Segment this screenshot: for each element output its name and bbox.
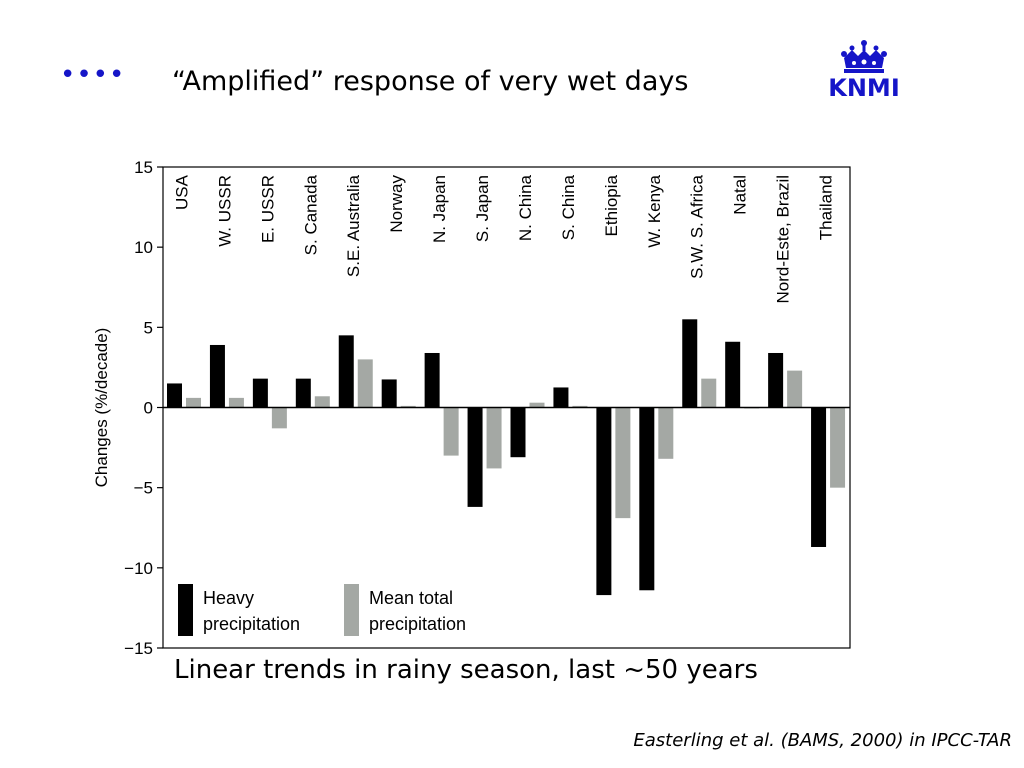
legend-label-line2: precipitation [369,614,466,634]
bar-mean [830,407,846,488]
knmi-logo: KNMI [822,38,906,104]
bullet-dots: •••• [60,60,126,90]
category-label: USA [172,174,191,210]
bar-mean [787,370,803,408]
bar-heavy [639,407,655,591]
bar-heavy [338,335,354,408]
bar-mean [658,407,674,459]
crown-icon [841,40,887,73]
legend-swatch-mean [344,584,359,636]
bar-mean [228,397,244,408]
y-tick-label: 10 [134,238,153,257]
slide-title: “Amplified” response of very wet days [172,66,689,97]
category-label: S. Canada [301,174,320,255]
category-label: Thailand [817,175,836,240]
bar-mean [443,407,459,456]
category-label: S.W. S. Africa [688,174,707,278]
bar-heavy [596,407,612,596]
category-label: S. China [559,174,578,240]
category-label: Norway [387,175,406,233]
y-tick-label: −5 [134,479,153,498]
bar-heavy [553,387,569,408]
bar-mean [701,378,717,408]
y-tick-label: 15 [134,158,153,177]
legend-label-line1: Mean total [369,588,453,608]
y-tick-label: 0 [144,399,153,418]
category-label: N. China [516,174,535,241]
bar-heavy [424,352,440,408]
bar-mean [572,405,588,408]
y-tick-label: −10 [124,559,153,578]
y-tick-label: −15 [124,639,153,658]
category-label: N. Japan [430,175,449,243]
category-label: W. Kenya [645,174,664,247]
bar-heavy [381,379,397,408]
bar-mean [271,407,287,429]
bar-mean [529,402,545,408]
legend-label-line2: precipitation [203,614,300,634]
bar-mean [400,405,416,408]
bar-heavy [295,378,311,408]
bar-heavy [510,407,526,458]
bar-heavy [252,378,268,408]
category-label: Natal [731,175,750,215]
legend-swatch-heavy [178,584,193,636]
category-label: S. Japan [473,175,492,242]
bar-heavy [467,407,483,507]
bar-mean [314,396,330,408]
bar-heavy [682,319,698,408]
logo-text: KNMI [828,74,900,102]
legend-label-line1: Heavy [203,588,254,608]
bar-heavy [167,383,182,408]
citation: Easterling et al. (BAMS, 2000) in IPCC-T… [633,730,1012,751]
bar-heavy [811,407,827,547]
bar-heavy [209,344,225,408]
bar-mean [615,407,631,519]
bar-chart: 15 10 5 0 −5 −10 −15 Changes (%/decade) USA W. US… [92,158,851,658]
bar-mean [486,407,502,469]
y-axis-label: Changes (%/decade) [92,328,111,488]
bar-mean [186,397,201,408]
category-label: Nord-Este, Brazil [774,175,793,303]
category-label: W. USSR [215,175,234,247]
category-label: S.E. Australia [344,174,363,277]
bar-mean [357,359,373,408]
bar-heavy [768,352,784,408]
category-label: Ethiopia [602,174,621,236]
category-label: E. USSR [258,175,277,243]
y-tick-label: 5 [144,318,153,337]
chart-caption: Linear trends in rainy season, last ~50 … [174,655,758,685]
bar-heavy [725,341,741,408]
